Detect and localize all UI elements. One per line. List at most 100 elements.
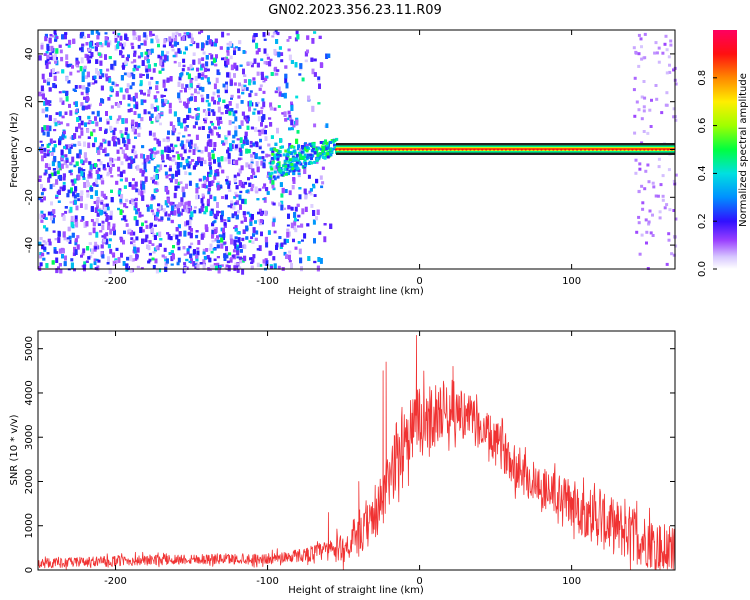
spectrogram-cell (317, 257, 321, 262)
signal-band-point (508, 148, 511, 151)
spectrogram-cell (283, 251, 287, 256)
spectrogram-cell (188, 245, 192, 249)
signal-band-point (445, 148, 448, 151)
spectrogram-cell (299, 148, 303, 154)
spectrogram-cell (177, 257, 181, 263)
spectrogram-cell (160, 112, 164, 115)
spectrogram-cell (655, 51, 659, 55)
spectrogram-cell (137, 208, 140, 212)
spectrogram-cell (40, 219, 44, 223)
signal-band-point (453, 148, 456, 151)
spectrogram-cell (224, 84, 228, 90)
spectrogram-cell (208, 174, 212, 177)
spectrogram-cell (267, 143, 271, 147)
spectrogram-cell (38, 91, 42, 97)
spectrogram-cell (182, 58, 186, 63)
spectrogram-cell (54, 84, 57, 89)
spectrogram-cell (55, 48, 59, 54)
spectrogram-cell (213, 100, 216, 105)
spectrogram-cell (263, 48, 267, 54)
spectrogram-cell (88, 242, 92, 245)
spectrogram-cell (256, 101, 260, 104)
spectrogram-cell (660, 111, 664, 115)
spectrogram-cell (255, 161, 259, 167)
spectrogram-cell (294, 62, 298, 68)
spectrogram-cell (69, 161, 73, 165)
spectrogram-cell (121, 149, 125, 154)
spectrogram-cell (150, 103, 154, 110)
spectrogram-cell (209, 210, 213, 216)
spectrogram-cell (169, 201, 173, 206)
spectrogram-cell (141, 222, 144, 227)
spectrogram-cell (250, 154, 254, 158)
spectrogram-cell (175, 151, 179, 154)
spectrogram-cell (171, 149, 175, 153)
spectrogram-cell (133, 216, 137, 221)
spectrogram-cell (667, 55, 671, 59)
spectrogram-cell (202, 109, 206, 113)
spectrogram-cell (162, 45, 166, 48)
spectrogram-cell (152, 265, 156, 270)
spectrogram-cell (147, 160, 151, 164)
spectrogram-cell (230, 202, 234, 209)
spectrogram-cell (83, 261, 87, 267)
spectrogram-cell (211, 122, 215, 126)
spectrogram-cell (162, 83, 166, 88)
spectrogram-cell (195, 194, 199, 200)
spectrogram-cell (48, 173, 52, 179)
spectrogram-cell (123, 230, 126, 234)
spectrogram-cell (54, 60, 58, 64)
spectrogram-cell (52, 230, 56, 233)
signal-band-point (532, 148, 535, 151)
spectrogram-cell (166, 51, 170, 55)
spectrogram-cell (140, 99, 144, 106)
spectrogram-cell (286, 164, 290, 168)
spectrogram-cell (260, 160, 264, 166)
spectrogram-cell (234, 236, 238, 239)
spectrogram-cell (227, 180, 231, 186)
spectrogram-cell (189, 214, 193, 221)
spectrogram-cell (315, 178, 319, 184)
spectrogram-cell (150, 48, 154, 54)
spectrogram-cell (226, 42, 230, 46)
spectrogram-cell (216, 171, 220, 177)
spectrogram-cell (657, 46, 661, 50)
spectrogram-cell (221, 140, 225, 144)
spectrogram-cell (255, 230, 259, 235)
spectrogram-cell (54, 122, 58, 127)
spectrogram-cell (140, 117, 144, 122)
spectrogram-cell (70, 221, 74, 228)
spectrogram-cell (207, 35, 210, 40)
spectrogram-cell (239, 137, 243, 144)
spectrogram-cell (170, 211, 174, 215)
spectrogram-cell (209, 169, 213, 175)
spectrogram-cell (301, 77, 305, 82)
spectrogram-cell (255, 50, 259, 55)
signal-band-point (358, 148, 361, 151)
spectrogram-cell (285, 254, 288, 259)
spectrogram-cell (249, 221, 253, 226)
spectrogram-cell (638, 162, 642, 166)
spectrogram-cell (196, 186, 200, 189)
spectrogram-cell (62, 215, 66, 221)
spectrogram-cell (143, 158, 147, 164)
spectrogram-cell (651, 181, 655, 185)
spectrogram-cell (124, 60, 128, 65)
spectrogram-cell (119, 42, 122, 47)
spectrogram-cell (307, 256, 311, 261)
spectrogram-cell (87, 256, 91, 260)
spectrogram-cell (260, 58, 264, 61)
spectrogram-cell (243, 74, 247, 77)
spectrogram-cell (84, 157, 88, 163)
spectrogram-cell (209, 264, 213, 269)
spectrogram-cell (104, 153, 108, 157)
spectrogram-cell (216, 235, 219, 240)
spectrogram-cell (153, 63, 157, 67)
spectrogram-cell (200, 161, 203, 167)
spectrogram-cell (105, 238, 109, 245)
spectrogram-cell (146, 204, 150, 207)
spectrogram-cell (200, 77, 204, 80)
signal-band-point (615, 148, 618, 151)
spectrogram-cell (162, 43, 166, 47)
spectrogram-cell (276, 157, 280, 161)
